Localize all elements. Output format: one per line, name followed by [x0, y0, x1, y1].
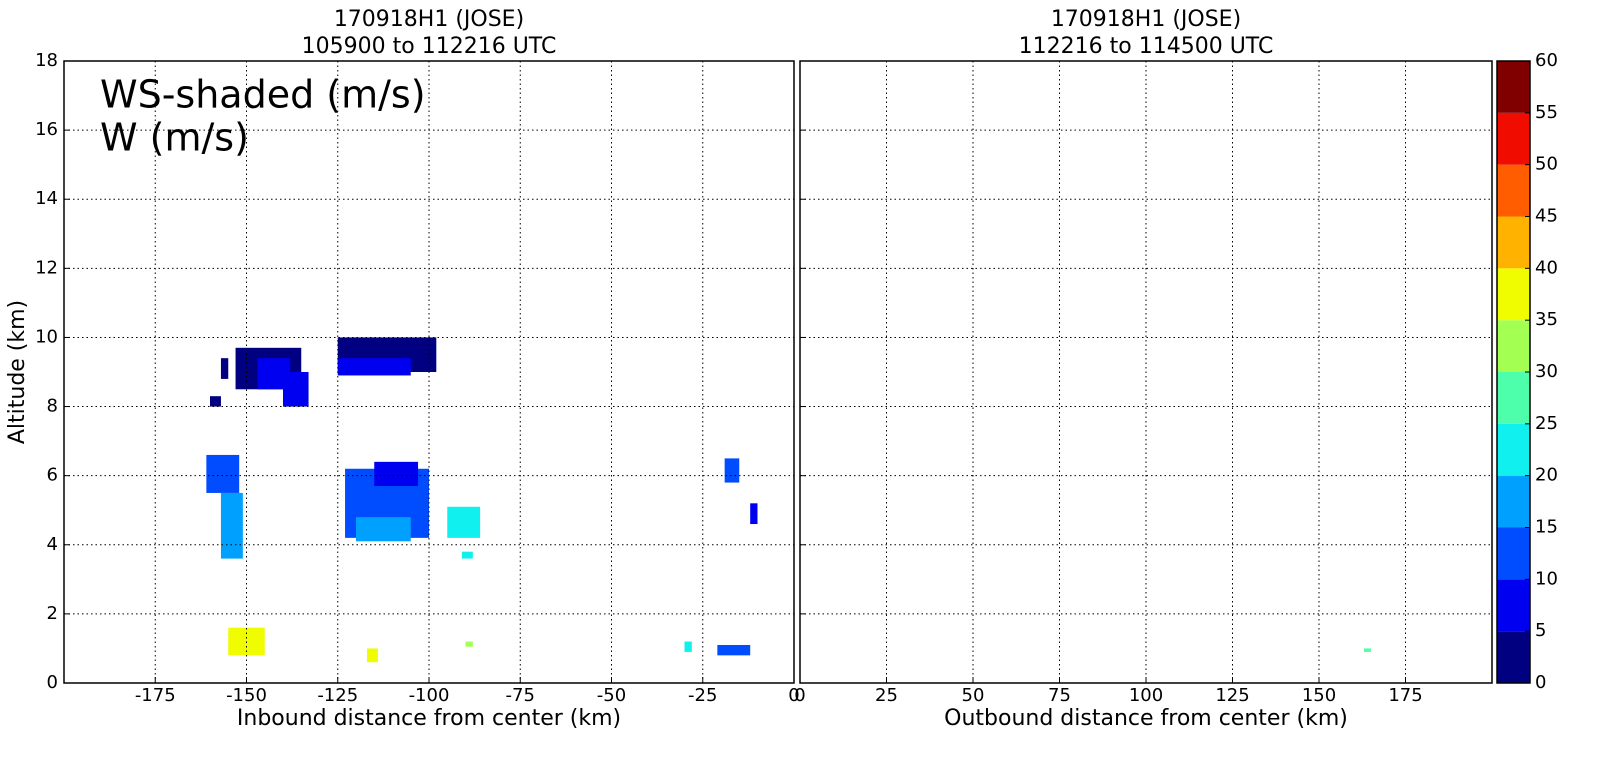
x-tick-label: 0: [794, 685, 805, 706]
colorbar-frame: [1496, 60, 1531, 684]
y-tick-label: 2: [47, 603, 58, 624]
x-tick-label: -175: [135, 685, 176, 706]
ws-cell: [220, 358, 229, 379]
colorbar-label: 5: [1535, 620, 1546, 641]
ws-cell: [465, 641, 473, 647]
colorbar-label: 15: [1535, 517, 1558, 538]
x-tick-label: 25: [875, 685, 898, 706]
x-tick-label: 125: [1215, 685, 1249, 706]
ws-cell: [337, 358, 411, 376]
y-tick-label: 8: [47, 396, 58, 417]
x-tick-label: -100: [409, 685, 450, 706]
y-tick-label: 14: [35, 188, 58, 209]
ws-cell: [206, 454, 240, 493]
y-tick-label: 18: [35, 50, 58, 71]
y-tick-label: 12: [35, 257, 58, 278]
ws-cell: [750, 503, 758, 525]
ws-cell: [366, 648, 378, 663]
axes-frame: [63, 60, 795, 684]
ws-cell: [210, 396, 221, 407]
colorbar-label: 35: [1535, 309, 1558, 330]
colorbar-label: 25: [1535, 413, 1558, 434]
colorbar-segment: [1497, 61, 1530, 113]
colorbar-label: 0: [1535, 672, 1546, 693]
colorbar-segment: [1497, 320, 1530, 372]
y-tick-label: 10: [35, 326, 58, 347]
colorbar-segment: [1497, 631, 1530, 683]
colorbar-label: 45: [1535, 206, 1558, 227]
colorbar-segment: [1497, 268, 1530, 321]
axes-frame: [799, 60, 1493, 684]
panel-title: 170918H1 (JOSE): [334, 7, 524, 32]
x-tick-label: 175: [1388, 685, 1422, 706]
colorbar-segment: [1497, 579, 1530, 632]
y-axis-label: Altitude (km): [5, 300, 30, 444]
colorbar-segment: [1497, 112, 1530, 165]
x-tick-label: 50: [962, 685, 985, 706]
colorbar-label: 10: [1535, 568, 1558, 589]
colorbar-segment: [1497, 216, 1530, 269]
x-axis-label: Outbound distance from center (km): [944, 706, 1348, 731]
ws-cell: [220, 492, 243, 559]
ws-cell: [374, 461, 419, 487]
x-tick-label: -75: [506, 685, 535, 706]
colorbar-segment: [1497, 527, 1530, 580]
x-tick-label: -150: [226, 685, 267, 706]
ws-cell: [717, 644, 751, 656]
ws-cell: [461, 551, 473, 559]
ws-cell: [724, 458, 740, 483]
y-tick-label: 6: [47, 465, 58, 486]
x-tick-label: 100: [1129, 685, 1163, 706]
colorbar-label: 20: [1535, 465, 1558, 486]
ws-cell: [356, 517, 411, 542]
x-tick-label: 150: [1302, 685, 1336, 706]
x-axis-label: Inbound distance from center (km): [237, 706, 621, 731]
x-tick-label: -50: [597, 685, 626, 706]
x-tick-label: 0: [788, 685, 799, 706]
y-tick-label: 4: [47, 534, 58, 555]
panel-title: 170918H1 (JOSE): [1051, 7, 1241, 32]
annotation: W (m/s): [100, 116, 249, 160]
panel-title: 112216 to 114500 UTC: [1019, 34, 1274, 59]
panel-title: 105900 to 112216 UTC: [302, 34, 557, 59]
x-tick-label: -25: [688, 685, 717, 706]
colorbar-segment: [1497, 475, 1530, 528]
colorbar-label: 40: [1535, 257, 1558, 278]
colorbar-label: 60: [1535, 50, 1558, 71]
y-tick-label: 16: [35, 119, 58, 140]
colorbar-segment: [1497, 423, 1530, 476]
ws-cell: [447, 506, 481, 538]
y-tick-label: 0: [47, 672, 58, 693]
colorbar-label: 30: [1535, 361, 1558, 382]
annotation: WS-shaded (m/s): [100, 73, 426, 117]
colorbar-label: 55: [1535, 102, 1558, 123]
colorbar-segment: [1497, 372, 1530, 424]
x-tick-label: -125: [317, 685, 358, 706]
colorbar-segment: [1497, 164, 1530, 217]
colorbar-label: 50: [1535, 154, 1558, 175]
x-tick-label: 75: [1048, 685, 1071, 706]
ws-cell: [1363, 648, 1371, 652]
ws-cell: [684, 641, 692, 652]
ws-cell: [283, 372, 309, 407]
